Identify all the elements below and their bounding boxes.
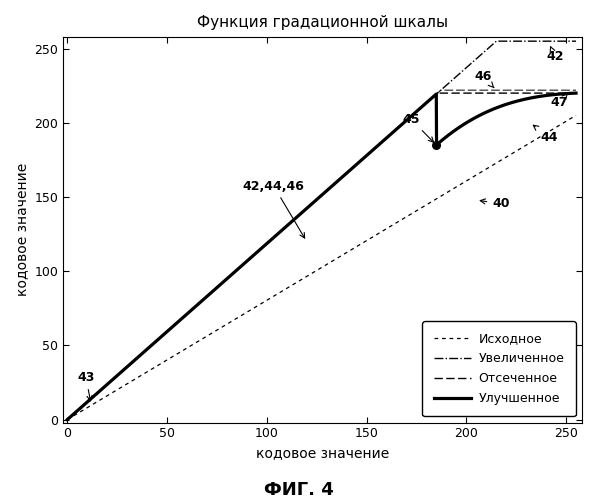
Улучшенное [464,119,472,125]
Text: 43: 43 [77,371,95,401]
Улучшенное [311,198,318,204]
Увеличенное [90,394,97,400]
Отсеченное [90,394,97,400]
Улучшенное [573,90,580,96]
Text: 42,44,46: 42,44,46 [243,180,304,238]
Увеличенное [311,198,318,204]
Увеличенное [573,38,580,44]
Увеличенное [64,416,71,422]
Улучшенное [297,210,304,216]
Отсеченное [573,90,580,96]
Отсеченное [297,210,304,216]
Улучшенное [558,91,565,97]
Увеличенное [297,210,304,216]
Title: Функция градационной шкалы: Функция градационной шкалы [197,15,448,30]
Улучшенное [558,91,565,97]
Text: 45: 45 [402,113,433,142]
Text: 46: 46 [474,70,494,87]
Увеличенное [558,38,565,44]
Улучшенное [90,394,97,400]
Увеличенное [493,38,500,44]
Text: 44: 44 [533,125,558,144]
Увеличенное [464,63,472,69]
Отсеченное [434,90,441,96]
Text: 47: 47 [550,94,568,110]
Улучшенное [64,416,71,422]
Legend: Исходное, Увеличенное, Отсеченное, Улучшенное: Исходное, Увеличенное, Отсеченное, Улучш… [422,321,576,416]
Text: ФИГ. 4: ФИГ. 4 [264,481,333,499]
Line: Улучшенное: Улучшенное [67,93,576,420]
Y-axis label: кодовое значение: кодовое значение [15,163,29,296]
Отсеченное [464,90,472,96]
Text: 40: 40 [480,198,510,210]
Отсеченное [64,416,71,422]
Отсеченное [558,90,565,96]
Text: 42: 42 [546,47,564,64]
Line: Отсеченное: Отсеченное [67,93,576,420]
Увеличенное [558,38,565,44]
Отсеченное [311,198,318,204]
Line: Увеличенное: Увеличенное [67,41,576,420]
Отсеченное [558,90,565,96]
X-axis label: кодовое значение: кодовое значение [256,446,389,460]
